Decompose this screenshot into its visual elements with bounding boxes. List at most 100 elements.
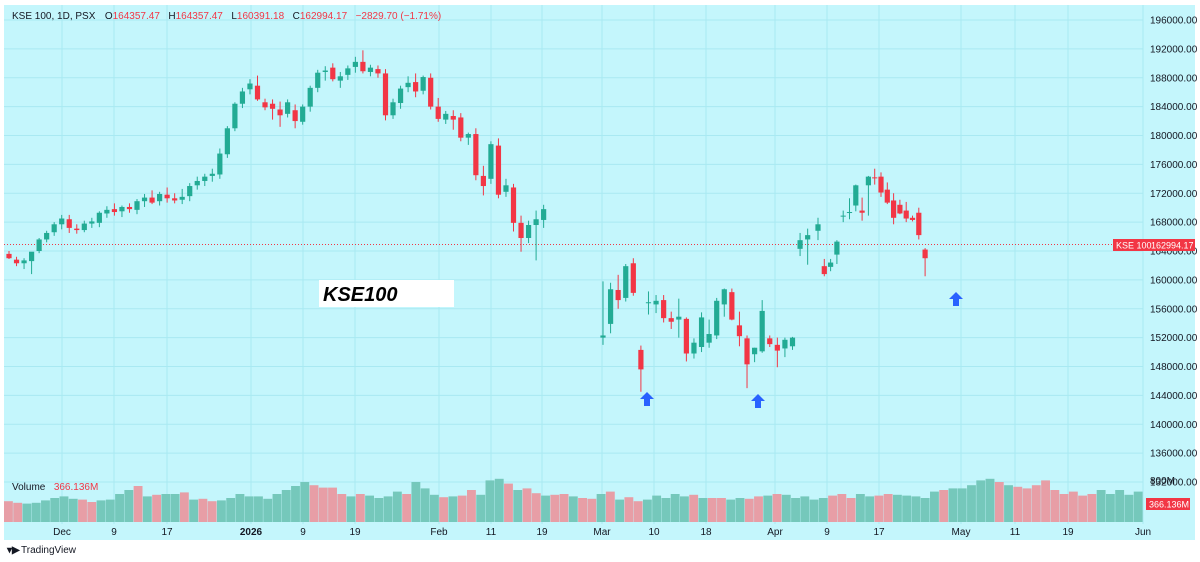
volume-bar xyxy=(550,494,560,522)
candle-down xyxy=(903,210,909,219)
candle-up xyxy=(846,212,853,214)
volume-bar xyxy=(939,490,949,522)
candle-down xyxy=(638,349,644,370)
volume-bar xyxy=(1022,488,1032,522)
candle-up xyxy=(782,339,788,349)
price-tick-label: 144000.00 xyxy=(1150,391,1198,402)
volume-bar xyxy=(800,496,810,522)
volume-bar xyxy=(142,496,152,522)
up-arrow-icon[interactable] xyxy=(640,392,654,406)
candle-down xyxy=(413,82,419,92)
candle-up xyxy=(815,224,821,231)
volume-bar xyxy=(837,494,847,522)
candle-down xyxy=(744,338,750,365)
candle-down xyxy=(891,200,897,218)
candle-down xyxy=(172,198,178,201)
volume-bar xyxy=(578,498,587,522)
volume-bar xyxy=(337,494,347,522)
volume-bar xyxy=(457,495,467,522)
volume-bar xyxy=(1068,491,1078,522)
volume-bar xyxy=(689,494,699,522)
candle-up xyxy=(405,82,411,88)
volume-bar xyxy=(68,498,78,522)
price-tag-label: KSE 100 xyxy=(1116,241,1152,251)
close-value: 162994.17 xyxy=(300,11,348,22)
candle-down xyxy=(74,228,80,231)
volume-bar xyxy=(846,498,856,522)
candle-down xyxy=(774,344,780,351)
volume-legend[interactable]: Volume 366.136M xyxy=(12,477,98,494)
candle-up xyxy=(367,67,374,72)
candle-up xyxy=(541,209,547,220)
candle-up xyxy=(232,103,238,129)
candle-up xyxy=(759,310,765,352)
candle-down xyxy=(922,249,928,259)
volume-bar xyxy=(485,480,495,522)
volume-bar xyxy=(661,498,671,522)
candle-down xyxy=(382,73,389,116)
volume-bar xyxy=(13,502,23,522)
time-axis[interactable]: Dec 9 17 2026 9 19 Feb 11 19 Mar 10 18 Apr 9 17 May 11 19… xyxy=(53,527,1151,538)
volume-bar xyxy=(124,490,134,522)
candle-down xyxy=(872,177,878,179)
volume-bar xyxy=(31,502,41,522)
price-tick-label: 156000.00 xyxy=(1150,304,1198,315)
volume-bar xyxy=(568,496,578,522)
annotation-box[interactable] xyxy=(319,280,454,307)
volume-bar xyxy=(355,494,365,522)
candle-up xyxy=(239,91,246,104)
candle-up xyxy=(465,134,471,138)
volume-bar xyxy=(22,503,32,522)
candle-down xyxy=(615,289,621,301)
candle-up xyxy=(59,218,65,225)
candle-down xyxy=(630,263,636,293)
candle-down xyxy=(277,109,283,116)
arrow-markers xyxy=(640,292,963,408)
volume-bar xyxy=(772,494,782,522)
high-label: H xyxy=(168,11,175,22)
candle-down xyxy=(126,206,133,210)
volume-bar xyxy=(642,499,652,522)
candle-up xyxy=(300,106,306,122)
volume-bar xyxy=(911,496,921,522)
candle-up xyxy=(307,87,313,107)
candle-up xyxy=(36,239,42,251)
price-tick-label: 176000.00 xyxy=(1150,160,1198,171)
price-tick-label: 188000.00 xyxy=(1150,73,1198,84)
candle-up xyxy=(706,334,712,343)
volume-value: 366.136M xyxy=(54,482,98,493)
candle-up xyxy=(865,176,871,186)
volume-tag-value: 366.136M xyxy=(1149,500,1189,510)
volume-bar xyxy=(1087,494,1097,522)
candle-down xyxy=(661,300,667,319)
time-tick-label: 18 xyxy=(700,527,712,538)
candle-up xyxy=(443,113,449,120)
volume-bar xyxy=(717,498,726,522)
volume-bar xyxy=(1115,490,1125,522)
candle-up xyxy=(104,209,110,214)
time-tick-label: 17 xyxy=(161,527,173,538)
price-tick-label: 168000.00 xyxy=(1150,218,1198,229)
footer-brand[interactable]: TradingView xyxy=(21,545,77,556)
price-axis[interactable]: 196000.00 192000.00 188000.00 184000.00 1800… xyxy=(1150,16,1198,489)
up-arrow-icon[interactable] xyxy=(949,292,963,306)
time-axis-background xyxy=(4,524,1195,540)
candle-up xyxy=(623,266,629,298)
candle-down xyxy=(6,253,12,259)
volume-label: Volume xyxy=(12,482,46,493)
change-value: −2829.70 (−1.71%) xyxy=(356,11,442,22)
open-value: 164357.47 xyxy=(113,11,161,22)
time-tick-label: May xyxy=(952,527,971,538)
volume-bar xyxy=(994,482,1004,522)
volume-bar xyxy=(105,499,115,522)
legend-ohlc[interactable]: KSE 100, 1D, PSX O164357.47 H164357.47 L… xyxy=(12,6,441,23)
time-tick-label: 9 xyxy=(300,527,306,538)
candle-up xyxy=(691,342,697,354)
candle-up xyxy=(653,300,659,305)
up-arrow-icon[interactable] xyxy=(751,394,765,408)
volume-bar xyxy=(735,498,745,522)
candle-down xyxy=(111,209,118,213)
candle-up xyxy=(714,300,720,336)
volume-bar xyxy=(235,494,245,522)
